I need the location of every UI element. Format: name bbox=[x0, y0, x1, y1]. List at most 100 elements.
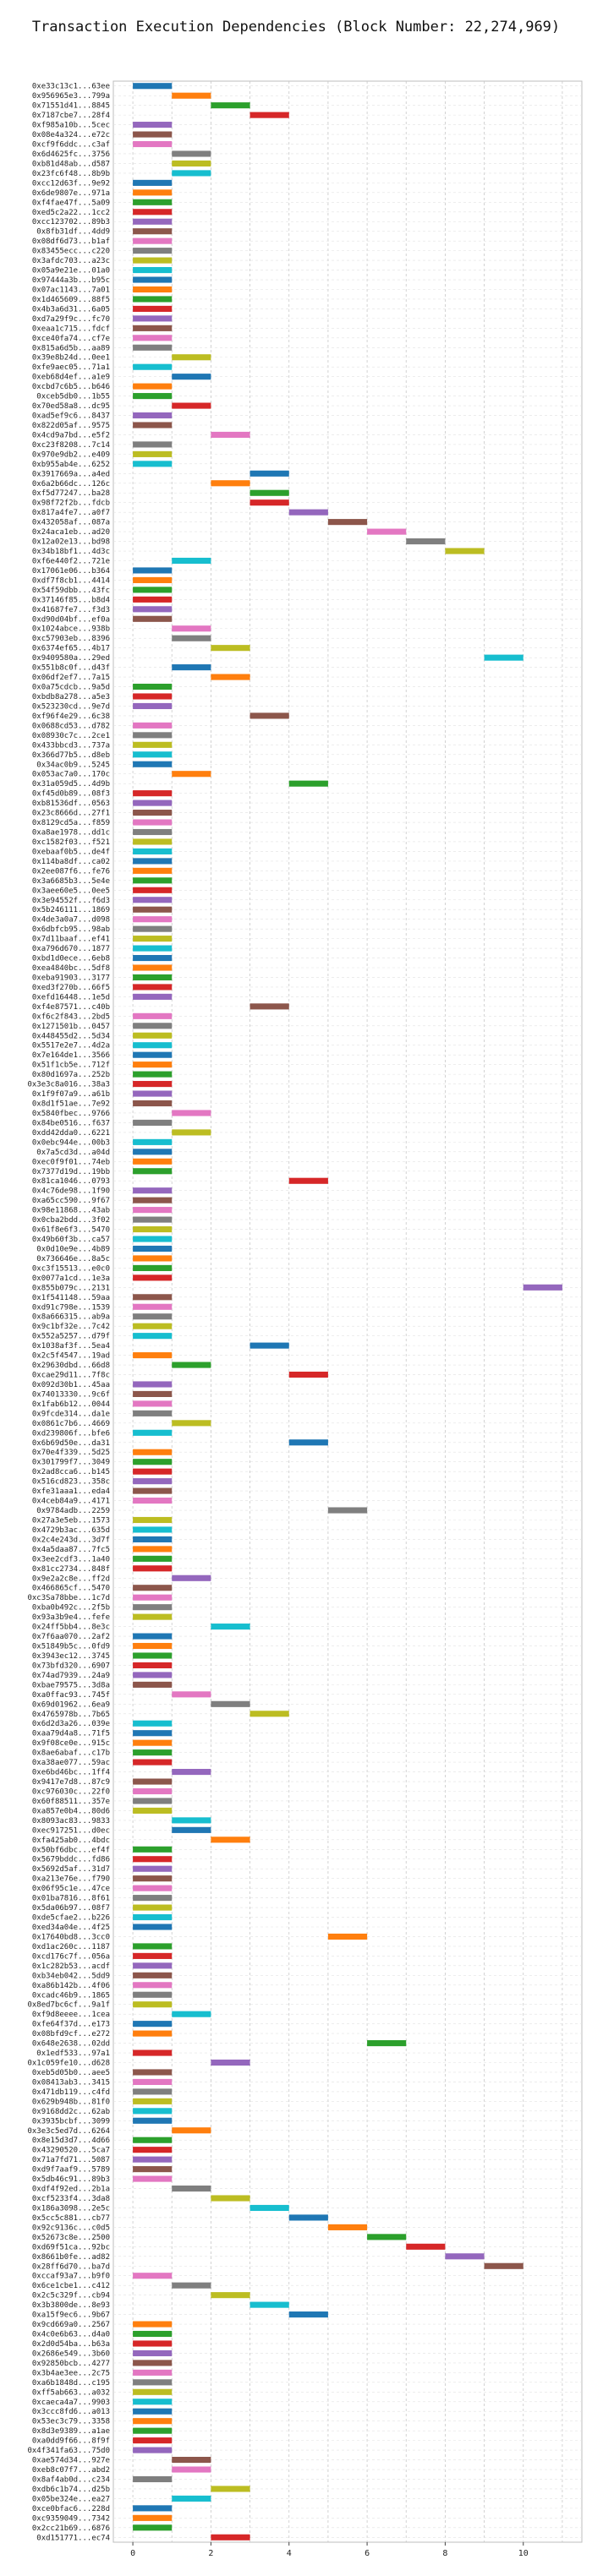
y-tick-label: 0xa213e76e...f790 bbox=[32, 1875, 110, 1884]
y-tick-label: 0x366d77b5...d8eb bbox=[32, 751, 110, 760]
gantt-bar bbox=[133, 2078, 173, 2085]
y-tick-label: 0x4c0e6b63...d4a0 bbox=[32, 2331, 110, 2339]
y-tick-label: 0x70ed58a8...dc95 bbox=[32, 402, 110, 411]
y-tick-label: 0x60f88511...357e bbox=[32, 1798, 110, 1806]
y-tick-label: 0x4f341fa63...75d0 bbox=[27, 2447, 110, 2455]
y-tick-label: 0x3917669a...a4ed bbox=[32, 470, 110, 478]
y-tick-label: 0x07ac1143...7a01 bbox=[32, 286, 110, 294]
y-tick-label: 0x9168dd2c...62ab bbox=[32, 2108, 110, 2116]
gantt-bar bbox=[172, 150, 211, 157]
y-tick-label: 0x69d01962...6ea9 bbox=[32, 1700, 110, 1709]
gantt-bar bbox=[172, 402, 211, 409]
gantt-bar bbox=[249, 489, 289, 496]
gantt-bar bbox=[133, 838, 173, 845]
y-tick-label: 0xad5ef9c6...8437 bbox=[32, 412, 110, 421]
gantt-bar bbox=[133, 1023, 173, 1029]
y-tick-label: 0xd91c798e...1539 bbox=[32, 1303, 110, 1312]
gantt-bar bbox=[133, 1487, 173, 1494]
gantt-bar bbox=[133, 1875, 173, 1882]
gantt-bar bbox=[133, 1323, 173, 1329]
y-tick-label: 0x80d1697a...252b bbox=[32, 1071, 110, 1079]
gantt-bar bbox=[288, 1371, 328, 1378]
y-tick-label: 0x70e4f339...5d25 bbox=[32, 1449, 110, 1457]
y-tick-label: 0xcc12d63f...9e92 bbox=[32, 179, 110, 188]
y-tick-label: 0x9c1bf32e...7c42 bbox=[32, 1323, 110, 1331]
gantt-bar bbox=[133, 1536, 173, 1542]
gantt-bar bbox=[133, 383, 173, 390]
gantt-bar bbox=[133, 936, 173, 942]
y-tick-label: 0xd151771...ec74 bbox=[36, 2534, 110, 2542]
gantt-bar bbox=[133, 2418, 173, 2425]
gantt-bar bbox=[133, 199, 173, 205]
y-tick-label: 0x3943ec12...3745 bbox=[32, 1652, 110, 1661]
y-tick-label: 0x9fcde314...da1e bbox=[32, 1410, 110, 1418]
gantt-bar bbox=[133, 984, 173, 991]
gantt-bar bbox=[133, 1807, 173, 1814]
gantt-bar bbox=[133, 1381, 173, 1388]
y-tick-label: 0xcc123702...89b3 bbox=[32, 218, 110, 226]
gantt-bar bbox=[211, 480, 250, 487]
gantt-bar bbox=[172, 2456, 211, 2464]
y-tick-label: 0x24aca1eb...ad20 bbox=[32, 528, 110, 537]
y-tick-label: 0xb34eb042...5dd9 bbox=[32, 1972, 110, 1980]
gantt-bar bbox=[133, 693, 173, 700]
gantt-bar bbox=[133, 305, 173, 312]
y-tick-label: 0x0861c7b6...4669 bbox=[32, 1420, 110, 1428]
y-tick-label: 0x73bfd320...6907 bbox=[32, 1662, 110, 1670]
gantt-bar bbox=[211, 2059, 250, 2066]
gantt-bar bbox=[211, 1624, 250, 1630]
gantt-bar bbox=[211, 1836, 250, 1843]
gantt-bar bbox=[133, 1585, 173, 1591]
gantt-bar bbox=[133, 1149, 173, 1155]
y-tick-label: 0x2c5c329f...cb94 bbox=[32, 2292, 110, 2300]
y-tick-label: 0x2ad8cca6...b145 bbox=[32, 1468, 110, 1476]
y-tick-label: 0x3b4ae3ee...2c75 bbox=[32, 2369, 110, 2377]
y-tick-label: 0xc3Sa78bbe...1c7d bbox=[27, 1594, 110, 1602]
gantt-bar bbox=[211, 674, 250, 680]
y-tick-label: 0x6ce1cbe1...c412 bbox=[32, 2282, 110, 2290]
gantt-bar bbox=[133, 1264, 173, 1271]
y-tick-label: 0x523230cd...9e7d bbox=[32, 702, 110, 711]
gantt-bar bbox=[288, 1439, 328, 1446]
gantt-bar bbox=[211, 102, 250, 109]
gantt-bar bbox=[133, 1168, 173, 1175]
gantt-bar bbox=[133, 2360, 173, 2366]
y-tick-label: 0x6b69d50e...da31 bbox=[32, 1439, 110, 1448]
gantt-bar bbox=[133, 83, 173, 90]
y-tick-label: 0x54f59dbb...43fc bbox=[32, 587, 110, 595]
y-tick-label: 0x8ed7bc6cf...9a1f bbox=[27, 2001, 110, 2010]
y-tick-label: 0xce0bfac6...228d bbox=[32, 2505, 110, 2513]
y-tick-label: 0x1f541148...59aa bbox=[32, 1294, 110, 1302]
gantt-bar bbox=[172, 625, 211, 632]
gantt-bar bbox=[133, 1216, 173, 1223]
gantt-bar bbox=[133, 877, 173, 884]
gantt-bar bbox=[327, 519, 368, 526]
y-tick-label: 0x471db119...c4fd bbox=[32, 2088, 110, 2097]
y-tick-label: 0xccaf93a7...b9f0 bbox=[32, 2273, 110, 2281]
gantt-bar bbox=[249, 499, 289, 506]
gantt-bar bbox=[249, 1711, 289, 1717]
y-tick-label: 0x17640bd8...3cc0 bbox=[32, 1933, 110, 1941]
gantt-bar bbox=[133, 702, 173, 710]
y-tick-label: 0x50bf6dbc...ef4f bbox=[32, 1846, 110, 1854]
gantt-bar bbox=[172, 557, 211, 565]
gantt-bar bbox=[172, 1769, 211, 1776]
gantt-bar bbox=[133, 2399, 173, 2405]
gantt-bar bbox=[288, 509, 328, 516]
y-tick-label: 0x05be324e...ea27 bbox=[32, 2495, 110, 2503]
y-tick-label: 0x51849b5c...0fd9 bbox=[32, 1643, 110, 1651]
y-tick-label: 0x3a6685b3...5e4e bbox=[32, 877, 110, 886]
gantt-bar bbox=[133, 1798, 173, 1804]
gantt-bar bbox=[367, 2234, 407, 2240]
y-tick-label: 0x08413ab3...3415 bbox=[32, 2078, 110, 2087]
y-tick-label: 0x6de9807e...971a bbox=[32, 189, 110, 198]
y-tick-label: 0xcadc46b9...1865 bbox=[32, 1991, 110, 2000]
gantt-bar bbox=[133, 1187, 173, 1194]
gantt-bar bbox=[133, 1390, 173, 1398]
gantt-bar bbox=[133, 422, 173, 428]
gantt-bar bbox=[133, 1062, 173, 1068]
y-tick-label: 0x08e4a324...e72c bbox=[32, 131, 110, 139]
y-tick-label: 0x3afdc703...a23c bbox=[32, 257, 110, 265]
y-tick-label: 0x8129cd5a...f859 bbox=[32, 819, 110, 827]
